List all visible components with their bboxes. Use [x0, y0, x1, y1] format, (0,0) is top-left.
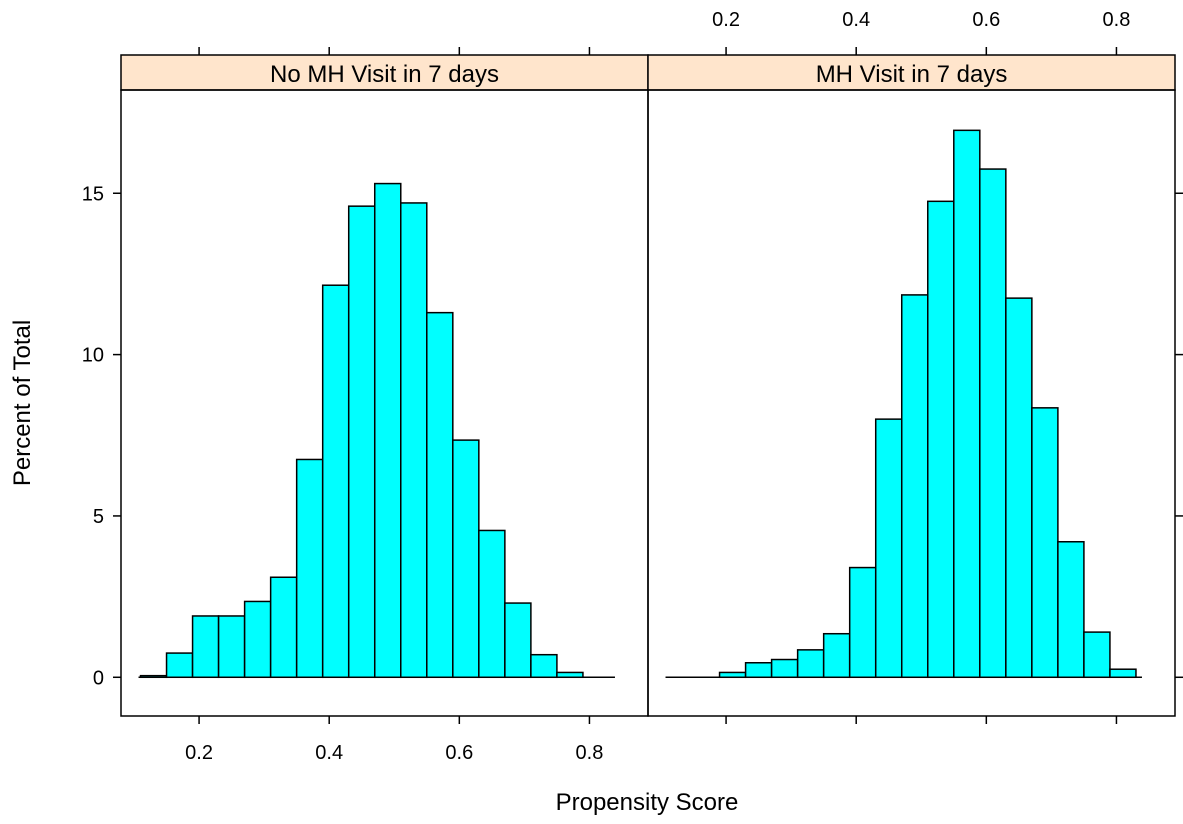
panel-strip-label: MH Visit in 7 days	[816, 61, 1008, 88]
panel-2: MH Visit in 7 days	[647, 54, 1176, 717]
histogram-bar	[504, 602, 532, 679]
x-tick-label: 0.6	[445, 742, 473, 764]
axes-layer: 0.2 0.2 0.4 0.4 0.6 0.6 0.8 0.8 0 5 10 15	[82, 9, 1183, 764]
histogram-bar	[452, 439, 480, 679]
y-tick-label: 5	[93, 506, 104, 528]
histogram-bar	[796, 649, 825, 679]
histogram-bar	[426, 311, 454, 679]
y-tick-label: 10	[82, 345, 104, 367]
x-tick-label: 0.2	[185, 742, 213, 764]
x-tick-label: 0.6	[972, 9, 1000, 31]
histogram-bar	[874, 418, 903, 679]
histogram-bar	[848, 566, 877, 679]
histogram-bar	[953, 129, 981, 679]
histogram-bar	[1057, 541, 1085, 679]
histogram-bar	[243, 600, 272, 679]
histogram-bar	[139, 674, 168, 679]
histogram-bar	[900, 294, 929, 679]
y-axis-title: Percent of Total	[9, 320, 36, 486]
panels-layer: No MH Visit in 7 days MH Visit in 7 days	[120, 54, 1176, 717]
histogram-bar	[1083, 631, 1111, 679]
histogram-bar	[478, 529, 506, 679]
histogram-bar	[1031, 407, 1059, 679]
x-axis-title: Propensity Score	[556, 789, 739, 816]
x-tick-label: 0.8	[576, 742, 604, 764]
histogram-bar	[269, 576, 298, 679]
histogram-bar	[217, 615, 246, 679]
histogram-bar	[373, 182, 402, 679]
histogram-bar	[321, 284, 350, 679]
histogram-bar	[822, 632, 851, 679]
histogram-bar	[400, 202, 428, 679]
histogram-bar	[295, 458, 324, 679]
histogram-bar	[927, 200, 955, 679]
histogram-bar	[1005, 297, 1033, 679]
panel-strip	[120, 54, 649, 91]
x-tick-label: 0.8	[1103, 9, 1131, 31]
x-tick-label: 0.4	[842, 9, 870, 31]
histogram-bar	[347, 205, 376, 679]
panel-1: No MH Visit in 7 days	[120, 54, 649, 717]
x-tick-label: 0.4	[315, 742, 343, 764]
histogram-bar	[530, 653, 558, 679]
histogram-bar	[744, 662, 773, 679]
panel-strip	[647, 54, 1176, 91]
panel-strip-label: No MH Visit in 7 days	[270, 61, 499, 88]
histogram-bar	[718, 671, 747, 679]
histogram-bar	[979, 168, 1007, 679]
histogram-bar	[770, 658, 799, 679]
histogram-bar	[1109, 668, 1137, 679]
y-tick-label: 15	[82, 183, 104, 205]
histogram-bar	[556, 671, 584, 679]
histogram-bar	[191, 615, 220, 679]
histogram-bar	[165, 652, 194, 679]
panel-frame	[647, 89, 1176, 717]
x-tick-label: 0.2	[712, 9, 740, 31]
y-tick-label: 0	[93, 667, 104, 689]
